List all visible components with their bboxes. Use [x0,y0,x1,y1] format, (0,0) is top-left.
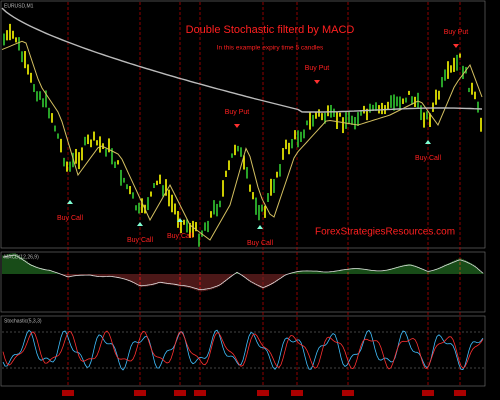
call-arrow [137,222,143,226]
stoch-panel [0,315,486,387]
signal-label: Buy Call [167,233,194,240]
watermark: ForexStrategiesResources.com [315,227,455,238]
time-highlight [257,390,269,396]
moving-average [1,7,483,113]
time-highlight [291,390,303,396]
time-highlight [342,390,354,396]
panel-label: MACD(12,26,9) [4,254,39,260]
stoch-line [2,329,484,371]
time-highlight [194,390,206,396]
symbol-label: EURUSD,M1 [4,3,34,9]
signal-label: Buy Put [225,109,250,116]
subtitle: In this example expiry time 5 candles [217,45,324,52]
macd-panel [0,251,486,313]
title: Double Stochastic filterd by MACD [186,24,355,36]
time-highlight [134,390,146,396]
time-highlight [454,390,466,396]
signal-label: Buy Call [57,215,84,222]
time-highlight [174,390,186,396]
time-highlight [422,390,434,396]
signal-label: Buy Put [305,65,330,72]
put-arrow [314,80,320,84]
macd-line [2,254,484,291]
main-panel [0,0,486,249]
time-axis [0,387,500,400]
call-arrow [177,218,183,222]
time-highlight [62,390,74,396]
price-axis [486,0,500,386]
signal-label: Buy Call [247,240,274,247]
put-arrow [234,124,240,128]
call-arrow [67,200,73,204]
signal-label: Buy Put [444,29,469,36]
signal-label: Buy Call [127,237,154,244]
call-arrow [425,140,431,144]
panel-label: Stochastic(5,3,3) [4,318,42,324]
signal-label: Buy Call [415,155,442,162]
put-arrow [453,44,459,48]
call-arrow [257,225,263,229]
stoch-line [2,330,484,370]
